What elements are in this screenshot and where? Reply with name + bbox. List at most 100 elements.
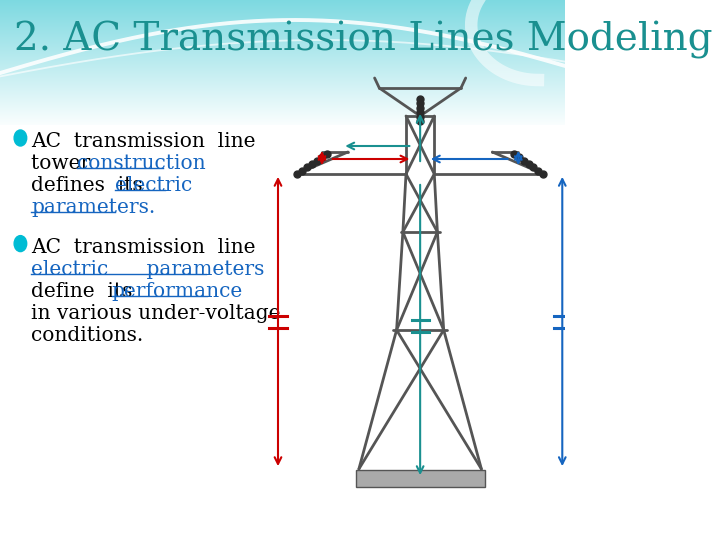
Bar <box>0 34 565 35</box>
Bar <box>0 78 565 79</box>
Bar <box>0 87 565 88</box>
Bar <box>0 79 565 80</box>
Bar <box>0 89 565 90</box>
Bar <box>0 70 565 71</box>
Bar <box>0 37 565 38</box>
Bar <box>0 27 565 28</box>
Bar <box>0 114 565 115</box>
Bar <box>0 81 565 82</box>
Bar <box>0 94 565 95</box>
Bar <box>0 23 565 24</box>
Bar <box>0 122 565 123</box>
Bar <box>0 55 565 56</box>
Bar <box>0 42 565 43</box>
Bar <box>0 47 565 48</box>
Bar <box>0 120 565 121</box>
Bar <box>0 17 565 18</box>
Bar <box>0 48 565 49</box>
Bar <box>0 41 565 42</box>
Bar <box>0 80 565 81</box>
Bar <box>0 107 565 108</box>
Circle shape <box>14 235 27 252</box>
Bar <box>0 65 565 66</box>
Bar <box>0 24 565 25</box>
Bar <box>0 19 565 20</box>
Bar <box>0 119 565 120</box>
Bar <box>0 50 565 51</box>
Bar <box>0 129 565 130</box>
Bar <box>0 61 565 62</box>
Bar <box>0 36 565 37</box>
Bar <box>0 35 565 36</box>
Bar <box>0 101 565 102</box>
Bar <box>0 31 565 32</box>
Bar <box>0 125 565 126</box>
Bar <box>0 30 565 31</box>
Bar <box>0 85 565 86</box>
Bar <box>0 118 565 119</box>
Bar <box>0 18 565 19</box>
Bar <box>0 22 565 23</box>
Bar <box>0 82 565 83</box>
Bar <box>0 88 565 89</box>
Bar <box>0 124 565 125</box>
Text: define  its: define its <box>32 281 145 301</box>
Bar <box>0 62 565 63</box>
Bar <box>0 117 565 118</box>
Bar <box>0 28 565 29</box>
Bar <box>0 53 565 54</box>
Text: in various under-voltage: in various under-voltage <box>32 303 281 322</box>
Bar <box>0 8 565 9</box>
Bar <box>0 9 565 10</box>
Text: electric      parameters: electric parameters <box>32 260 265 279</box>
Bar <box>0 128 565 129</box>
Bar <box>0 40 565 41</box>
Bar <box>0 4 565 5</box>
Bar <box>0 12 565 13</box>
Bar <box>0 99 565 100</box>
Bar <box>0 1 565 2</box>
Bar <box>0 21 565 22</box>
Bar <box>0 113 565 114</box>
Bar <box>0 6 565 7</box>
Bar <box>0 115 565 116</box>
Bar <box>0 75 565 76</box>
Bar <box>0 3 565 4</box>
Bar <box>0 106 565 107</box>
Bar <box>0 83 565 84</box>
Bar <box>0 20 565 21</box>
Bar <box>0 68 565 69</box>
Bar <box>0 52 565 53</box>
Bar <box>0 98 565 99</box>
Bar <box>0 45 565 46</box>
Bar <box>0 104 565 105</box>
Text: performance: performance <box>112 281 243 301</box>
Bar <box>0 51 565 52</box>
Bar <box>0 29 565 30</box>
Bar <box>0 38 565 39</box>
Bar <box>0 0 565 1</box>
Text: defines  its: defines its <box>32 176 156 195</box>
Bar <box>0 67 565 68</box>
Bar <box>0 16 565 17</box>
Bar <box>0 121 565 122</box>
Bar <box>0 26 565 27</box>
Bar <box>0 7 565 8</box>
Text: tower: tower <box>32 154 104 173</box>
Bar <box>0 84 565 85</box>
Bar <box>0 5 565 6</box>
Text: 2. AC Transmission Lines Modeling: 2. AC Transmission Lines Modeling <box>14 21 713 59</box>
Bar <box>0 100 565 101</box>
Bar <box>0 76 565 77</box>
Bar <box>0 46 565 47</box>
Bar <box>0 10 565 11</box>
Bar <box>0 108 565 109</box>
Text: conditions.: conditions. <box>32 326 144 345</box>
Bar <box>0 105 565 106</box>
Bar <box>0 64 565 65</box>
Bar <box>0 39 565 40</box>
Bar <box>0 127 565 128</box>
Bar <box>0 14 565 15</box>
Text: electric: electric <box>114 176 192 195</box>
Bar <box>0 2 565 3</box>
